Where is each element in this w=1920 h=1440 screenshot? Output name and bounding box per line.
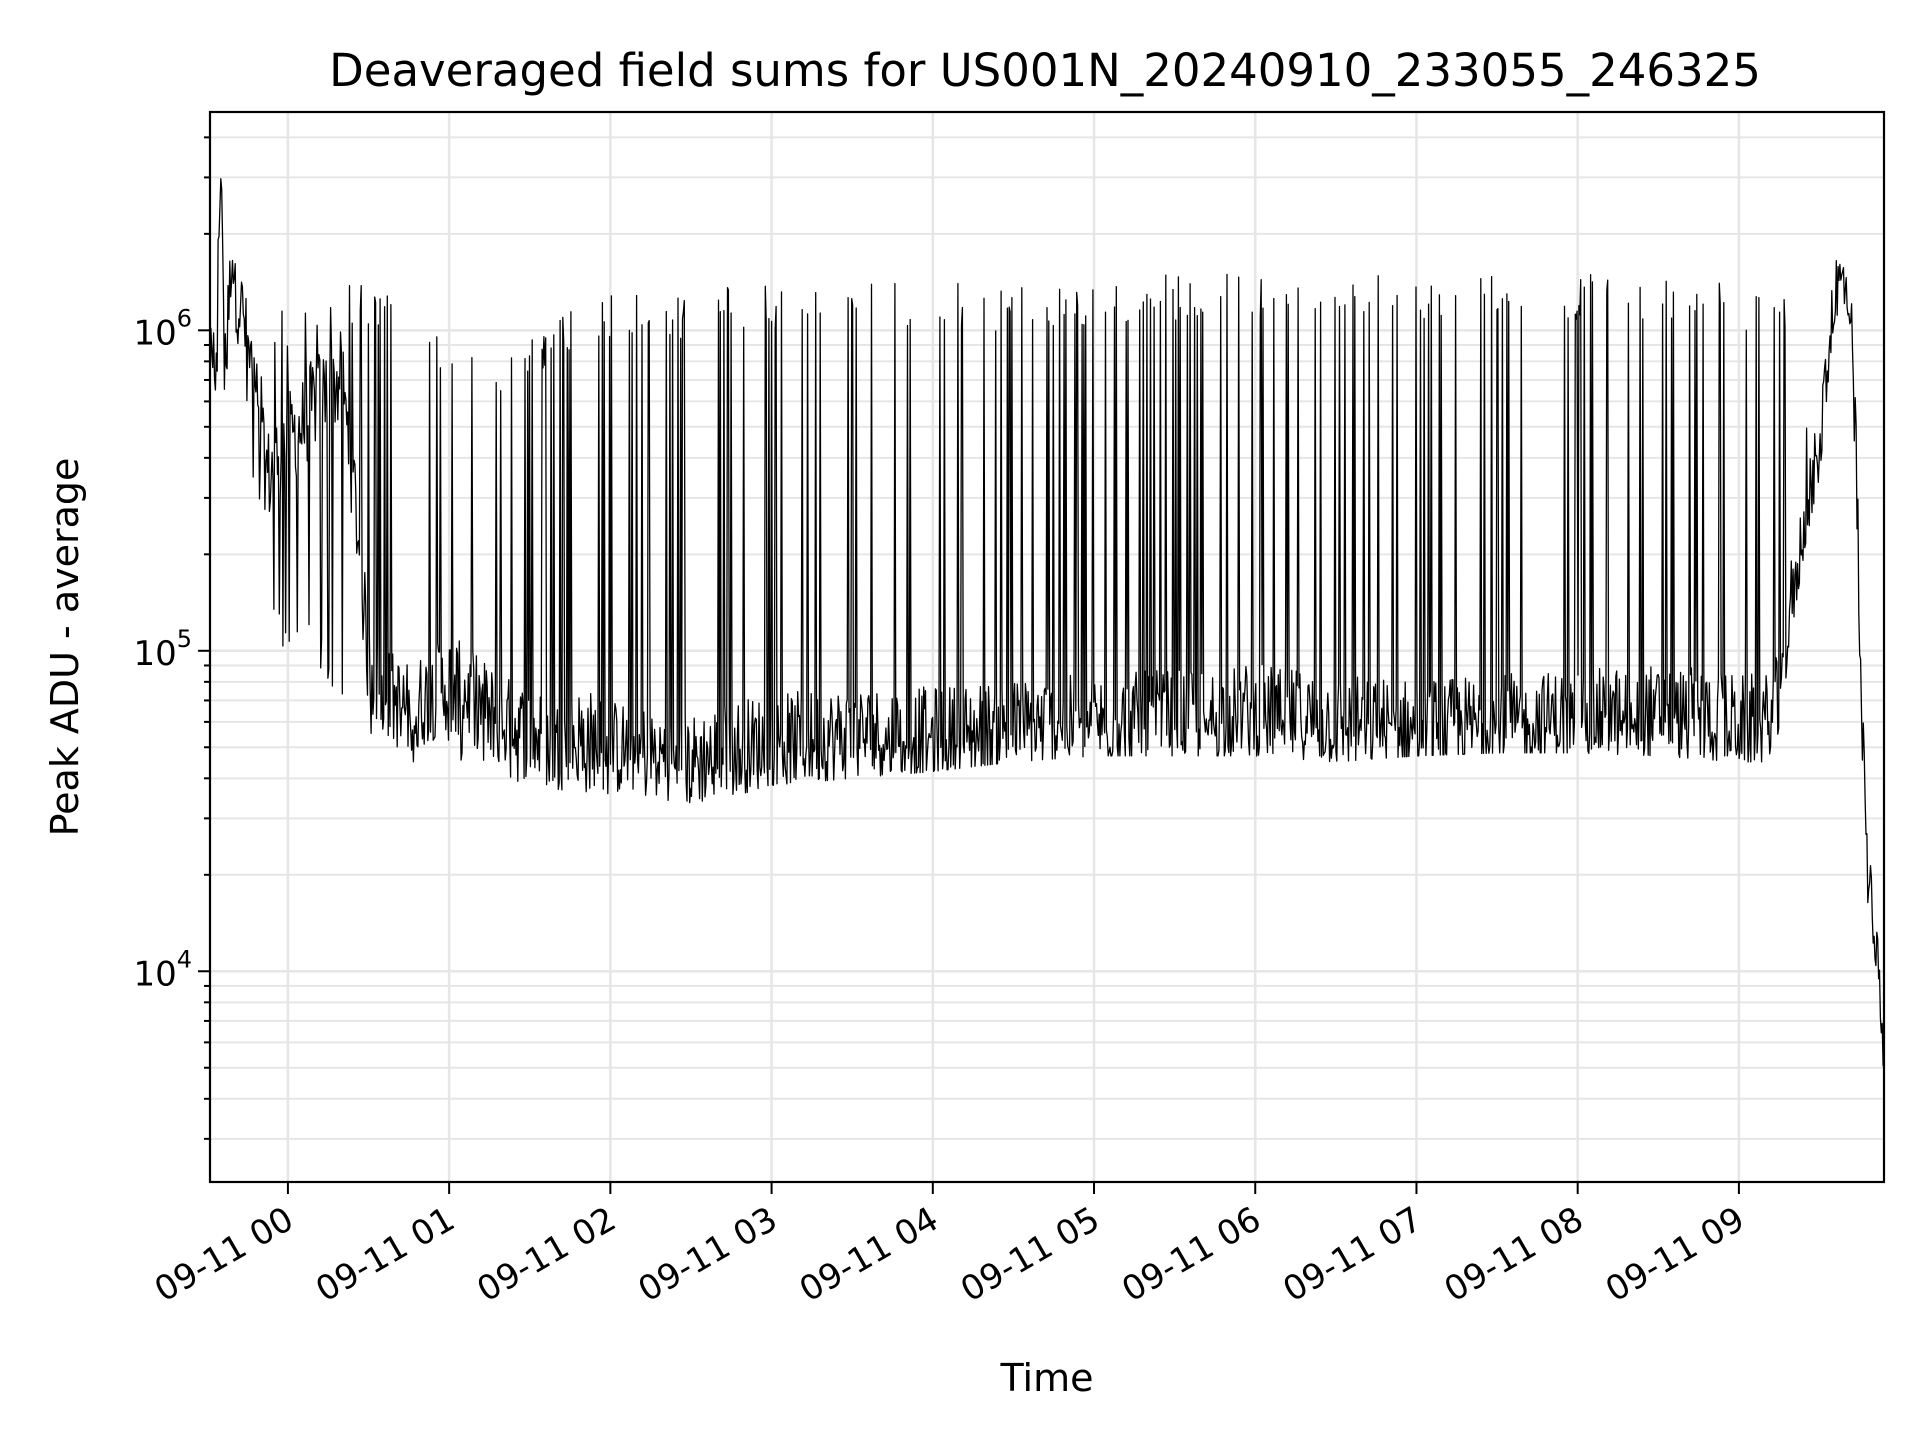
x-axis: 09-11 00 09-11 01 09-11 02 09-11 03 09-11 04… [148, 1182, 1751, 1310]
chart-title: Deaveraged field sums for US001N_2024091… [329, 44, 1761, 97]
x-axis-label: Time [1000, 1356, 1094, 1400]
series-layer [209, 178, 1884, 1067]
x-tick-label: 09-11 08 [1438, 1199, 1590, 1310]
x-tick-label: 09-11 07 [1277, 1199, 1429, 1310]
x-tick-label: 09-11 01 [309, 1199, 461, 1310]
y-axis-label: Peak ADU - average [43, 458, 87, 837]
x-tick-label: 09-11 03 [632, 1199, 784, 1310]
y-axis: 104 105 106 [133, 136, 210, 1140]
x-tick-label: 09-11 05 [954, 1199, 1106, 1310]
series-line [209, 178, 1884, 1067]
plot-frame [208, 110, 1886, 1184]
y-tick-label: 105 [133, 625, 192, 674]
x-tick-label: 09-11 00 [148, 1199, 300, 1310]
y-tick-label: 106 [133, 304, 192, 353]
x-tick-label: 09-11 09 [1599, 1199, 1751, 1310]
grid [210, 112, 1884, 1182]
x-tick-label: 09-11 02 [470, 1199, 622, 1310]
x-tick-label: 09-11 06 [1115, 1199, 1267, 1310]
y-tick-label: 104 [133, 945, 192, 994]
x-tick-label: 09-11 04 [793, 1199, 945, 1310]
